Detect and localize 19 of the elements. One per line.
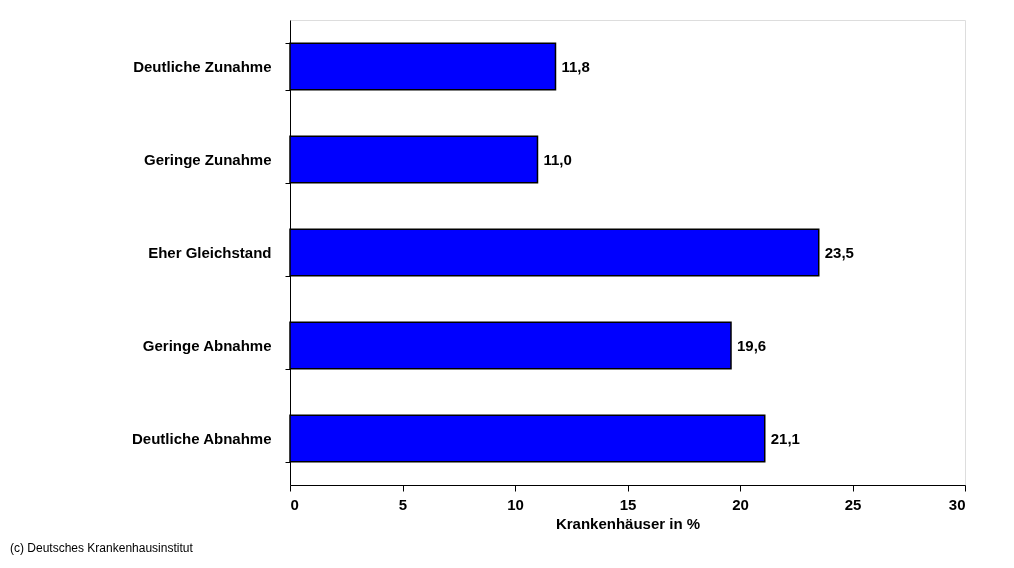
data-label: 11,8 <box>561 57 590 75</box>
x-tick-label: 15 <box>619 495 637 513</box>
x-tick-label: 0 <box>290 495 299 513</box>
x-tick-label: 20 <box>732 495 749 513</box>
x-tick-label: 5 <box>398 495 408 513</box>
y-tick-label: Geringe Abnahme <box>142 337 272 354</box>
data-label: 21,1 <box>770 429 800 447</box>
x-tick-label: 25 <box>844 495 862 513</box>
data-label: 23,5 <box>824 243 854 261</box>
y-tick-label: Deutliche Zunahme <box>133 58 272 75</box>
data-label: 19,6 <box>737 336 767 354</box>
y-tick-label: Deutliche Abnahme <box>132 430 272 447</box>
x-axis-title: Krankenhäuser in % <box>555 514 701 532</box>
y-tick-label: Eher Gleichstand <box>148 244 272 261</box>
text: (c) Deutsches Krankenhausinstitut <box>10 541 194 555</box>
y-tick-label: Geringe Zunahme <box>143 151 272 168</box>
x-tick-label: 10 <box>507 495 524 513</box>
x-tick-label: 30 <box>948 495 966 513</box>
data-label: 11,0 <box>543 150 572 168</box>
